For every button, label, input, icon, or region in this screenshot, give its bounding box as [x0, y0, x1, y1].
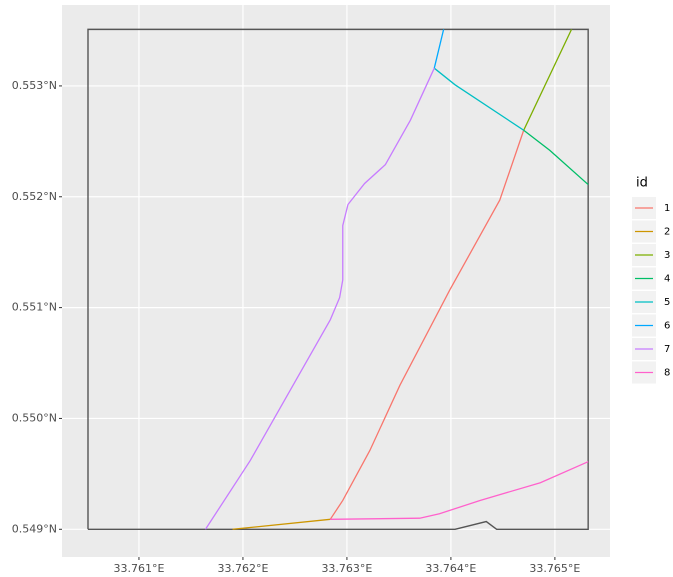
legend-label: 1	[664, 203, 670, 214]
legend-label: 3	[664, 250, 670, 261]
series-line	[433, 67, 525, 131]
legend-label: 6	[664, 321, 670, 332]
legend-label: 7	[664, 344, 670, 355]
legend-label: 4	[664, 274, 670, 285]
x-tick-label: 33.764°E	[425, 562, 476, 575]
x-tick-label: 33.765°E	[529, 562, 580, 575]
y-tick-label: 0.551°N	[12, 301, 57, 314]
panel	[62, 5, 610, 557]
series-line	[330, 461, 589, 520]
series-line	[329, 130, 525, 520]
series-line	[523, 29, 573, 131]
series-line	[523, 129, 589, 186]
y-tick-label: 0.552°N	[12, 190, 57, 203]
y-tick-label: 0.553°N	[12, 79, 57, 92]
x-tick-label: 33.761°E	[113, 562, 164, 575]
legend-label: 8	[664, 368, 670, 379]
x-tick-label: 33.762°E	[217, 562, 268, 575]
legend-title: id	[636, 176, 648, 191]
y-tick-label: 0.550°N	[12, 411, 57, 424]
boundary	[87, 28, 589, 530]
series-line	[433, 29, 445, 69]
x-tick-label: 33.763°E	[321, 562, 372, 575]
y-tick-label: 0.549°N	[12, 522, 57, 535]
series-line	[232, 518, 331, 530]
series-line	[204, 67, 435, 530]
legend-label: 5	[664, 297, 670, 308]
legend-label: 2	[664, 227, 670, 238]
